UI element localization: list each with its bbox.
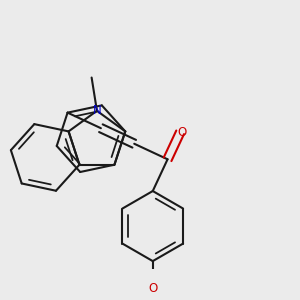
Text: N: N: [92, 104, 101, 117]
Text: O: O: [148, 282, 158, 295]
Text: O: O: [178, 126, 187, 139]
